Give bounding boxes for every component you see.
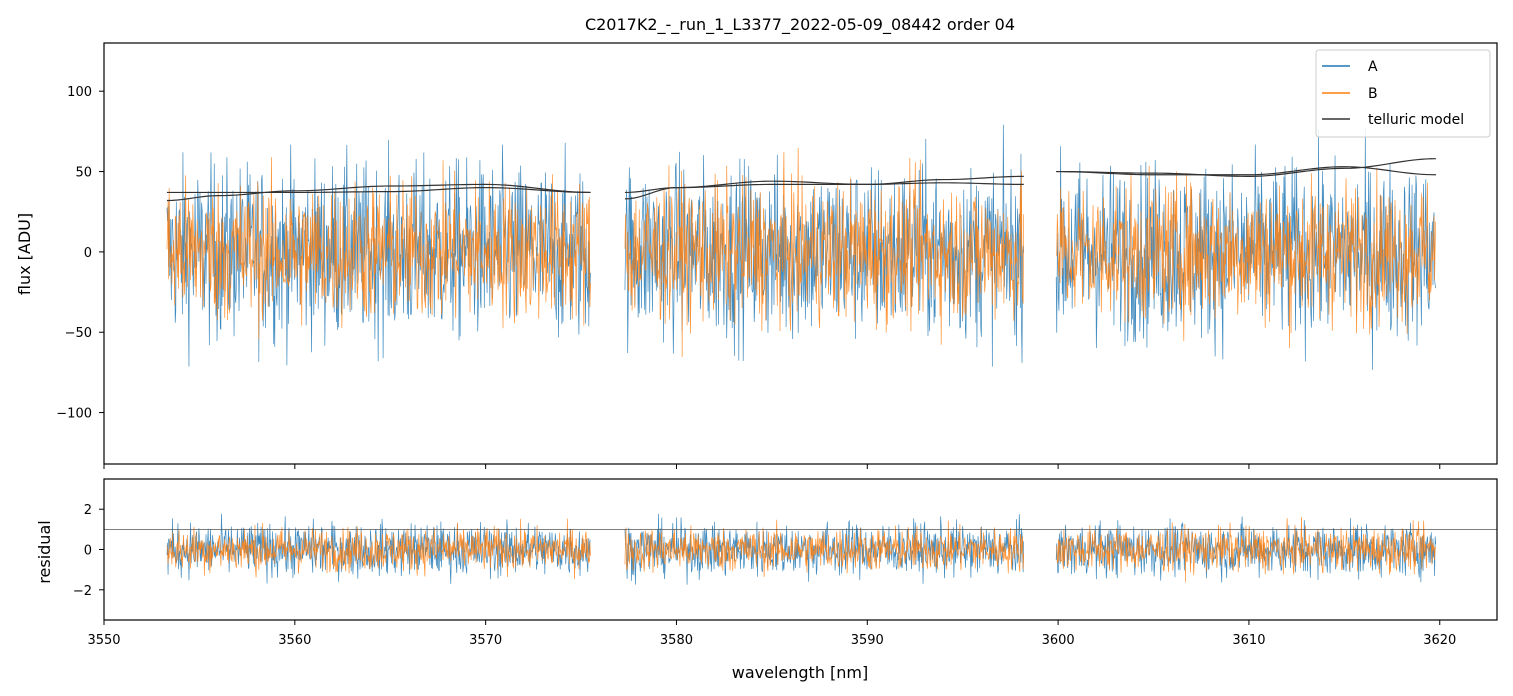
x-tick-label: 3610 bbox=[1232, 633, 1265, 648]
x-tick-label: 3550 bbox=[87, 633, 120, 648]
flux-y-tick-label: 0 bbox=[84, 246, 92, 261]
flux-x-ticks bbox=[103, 464, 1441, 469]
series-b-segment-2 bbox=[624, 519, 1025, 577]
flux-axes-frame bbox=[103, 42, 1498, 465]
legend-label-b: B bbox=[1368, 86, 1378, 102]
x-tick-label: 3620 bbox=[1423, 633, 1456, 648]
legend-label-a: A bbox=[1368, 59, 1378, 75]
series-a-segment-3 bbox=[1055, 516, 1437, 583]
series-b-segment-1 bbox=[166, 518, 591, 580]
series-a-segment-1 bbox=[166, 513, 591, 584]
series-b-segment-1 bbox=[166, 157, 591, 340]
flux-y-axis-label: flux [ADU] bbox=[15, 213, 34, 295]
flux-panel: −100 −50 0 50 100 flux [ADU] A B telluric mo… bbox=[15, 42, 1498, 469]
legend-label-telluric: telluric model bbox=[1368, 112, 1464, 128]
telluric-model-curve-1 bbox=[166, 187, 591, 194]
series-b-segment-3 bbox=[1055, 516, 1437, 583]
series-b-segment-2 bbox=[624, 148, 1025, 357]
x-tick-label: 3600 bbox=[1042, 633, 1075, 648]
flux-y-tick-label: 100 bbox=[67, 85, 92, 100]
series-a-segment-3 bbox=[1055, 128, 1437, 370]
residual-x-ticks: 3550 3560 3570 3580 3590 3600 3610 3620 bbox=[87, 620, 1456, 648]
x-tick-label: 3580 bbox=[660, 633, 693, 648]
flux-y-tick-label: −50 bbox=[65, 326, 92, 341]
x-tick-label: 3570 bbox=[469, 633, 502, 648]
series-b-segment-3 bbox=[1055, 165, 1437, 348]
residual-data bbox=[104, 513, 1497, 585]
telluric-model-curve-5 bbox=[1056, 158, 1436, 177]
residual-panel: −2 0 2 3550 3560 3570 3580 3590 3600 3610 3620 re… bbox=[35, 478, 1498, 682]
x-axis-label: wavelength [nm] bbox=[732, 663, 869, 682]
flux-data bbox=[166, 124, 1437, 370]
series-a-segment-2 bbox=[624, 513, 1025, 585]
x-tick-label: 3590 bbox=[851, 633, 884, 648]
legend: A B telluric model bbox=[1315, 49, 1491, 138]
flux-y-ticks: −100 −50 0 50 100 bbox=[56, 85, 104, 422]
flux-y-tick-label: 50 bbox=[75, 166, 92, 181]
flux-y-tick-label: −100 bbox=[56, 407, 92, 422]
chart-title: C2017K2_-_run_1_L3377_2022-05-09_08442 o… bbox=[585, 15, 1015, 35]
telluric-model-curve-6 bbox=[1056, 166, 1436, 176]
residual-y-axis-label: residual bbox=[35, 520, 54, 583]
x-tick-label: 3560 bbox=[278, 633, 311, 648]
residual-y-tick-label: 0 bbox=[84, 544, 92, 559]
residual-y-tick-label: 2 bbox=[84, 503, 92, 518]
residual-y-tick-label: −2 bbox=[73, 584, 92, 599]
residual-y-ticks: −2 0 2 bbox=[73, 503, 104, 599]
telluric-model-curve-4 bbox=[624, 180, 1024, 200]
telluric-model-curve-2 bbox=[166, 183, 591, 202]
legend-box bbox=[1315, 49, 1491, 138]
